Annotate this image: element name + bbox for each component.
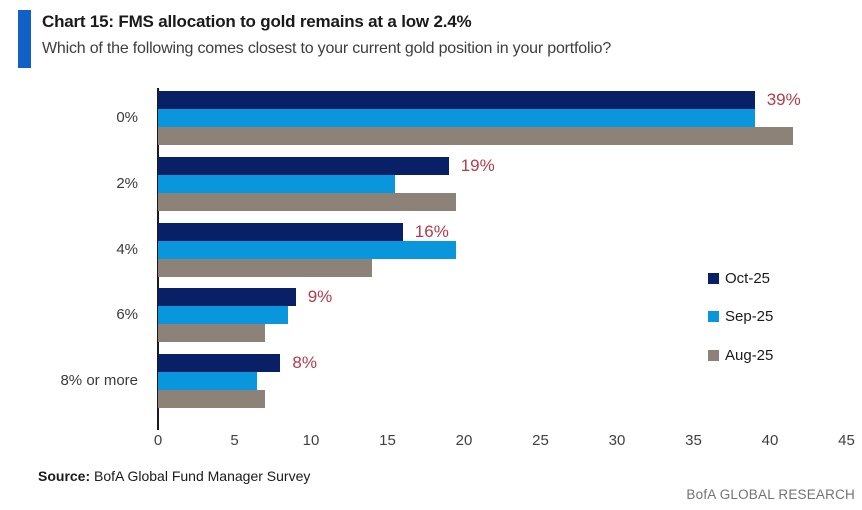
bar-aug-25-4- bbox=[158, 258, 373, 277]
bar-oct-25-0- bbox=[158, 91, 755, 109]
legend-swatch-icon bbox=[708, 272, 719, 284]
bar-oct-25-4- bbox=[158, 222, 403, 241]
legend-item-aug-25: Aug-25 bbox=[708, 346, 774, 364]
bar-aug-25-8-or-more bbox=[158, 390, 266, 409]
x-tick-label: 15 bbox=[379, 432, 396, 449]
bar-aug-25-2- bbox=[158, 192, 457, 211]
data-label: 39% bbox=[766, 90, 801, 109]
category-label: 6% bbox=[116, 306, 138, 324]
x-tick-label: 30 bbox=[608, 432, 626, 449]
x-tick-label: 25 bbox=[532, 432, 549, 449]
x-tick-label: 10 bbox=[302, 432, 320, 449]
category-label: 2% bbox=[116, 174, 138, 192]
chart-subtitle: Which of the following comes closest to … bbox=[42, 40, 612, 57]
title-accent-bar bbox=[18, 10, 31, 68]
data-label: 8% bbox=[292, 353, 317, 373]
legend-item-oct-25: Oct-25 bbox=[708, 269, 771, 287]
bar-sep-25-8-or-more bbox=[158, 372, 258, 391]
legend-item-sep-25: Sep-25 bbox=[708, 308, 774, 325]
legend-swatch-icon bbox=[708, 311, 719, 322]
x-tick-label: 40 bbox=[761, 432, 779, 449]
bar-oct-25-8-or-more bbox=[158, 354, 281, 373]
source-text: BofA Global Fund Manager Survey bbox=[90, 468, 311, 484]
legend-label: Oct-25 bbox=[725, 269, 771, 287]
data-label: 19% bbox=[460, 155, 495, 175]
legend-label: Aug-25 bbox=[725, 346, 774, 364]
category-label: 4% bbox=[116, 240, 138, 258]
x-tick-label: 20 bbox=[455, 432, 473, 449]
chart-title: Chart 15: FMS allocation to gold remains… bbox=[42, 12, 472, 31]
x-tick-label: 5 bbox=[230, 432, 239, 449]
x-tick-label: 0 bbox=[153, 432, 163, 449]
bar-aug-25-6- bbox=[158, 324, 266, 343]
bar-sep-25-0- bbox=[158, 109, 755, 127]
source-line: Source: BofA Global Fund Manager Survey bbox=[38, 468, 310, 484]
bar-sep-25-2- bbox=[158, 174, 396, 193]
bar-oct-25-2- bbox=[158, 156, 449, 175]
source-label: Source: bbox=[38, 468, 91, 484]
category-label: 8% or more bbox=[60, 372, 138, 390]
category-label: 0% bbox=[116, 109, 138, 126]
data-label: 9% bbox=[307, 287, 333, 307]
branding-text: BofA GLOBAL RESEARCH bbox=[686, 487, 855, 502]
bar-aug-25-0- bbox=[158, 127, 793, 145]
legend-label: Sep-25 bbox=[725, 308, 774, 325]
x-tick-label: 35 bbox=[685, 432, 702, 449]
x-tick-label: 45 bbox=[838, 432, 855, 449]
bar-sep-25-4- bbox=[158, 240, 457, 259]
data-label: 16% bbox=[414, 221, 449, 241]
bar-oct-25-6- bbox=[158, 288, 296, 307]
bar-sep-25-6- bbox=[158, 306, 289, 325]
legend-swatch-icon bbox=[708, 349, 719, 361]
